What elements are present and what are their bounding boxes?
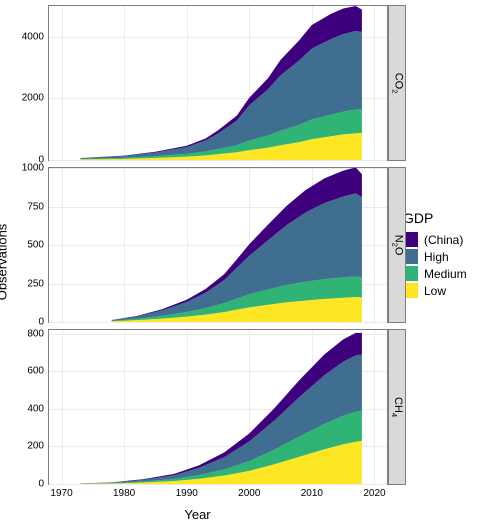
x-tick: 1980 [113,484,135,499]
y-tick: 1000 [22,163,49,174]
legend-item: Low [403,283,500,298]
area-chart [49,330,387,484]
area-chart [49,6,387,160]
y-axis-label: Observations [0,224,10,301]
legend-item: High [403,249,500,264]
area-chart [49,168,387,322]
y-tick: 400 [27,403,49,414]
panel-strip: N2O [388,167,406,323]
legend-item: Medium [403,266,500,281]
chart-area: Observations 020004000CO202505007501000N… [0,0,395,524]
x-tick: 2020 [363,484,385,499]
y-tick: 800 [27,328,49,339]
y-tick: 4000 [22,31,49,42]
x-tick: 2000 [238,484,260,499]
y-tick: 200 [27,441,49,452]
legend-item-label: (China) [424,233,463,247]
y-tick: 0 [38,479,49,490]
panel-label: CO2 [390,73,404,94]
x-axis-label: Year [184,507,210,522]
x-tick: 1970 [50,484,72,499]
panel-co2: 020004000CO2 [48,5,388,161]
panel-label: N2O [390,235,404,256]
legend-item: (China) [403,232,500,247]
panels-wrapper: 020004000CO202505007501000N2O02004006008… [48,5,388,495]
panel-n2o: 02505007501000N2O [48,167,388,323]
panel-strip: CO2 [388,5,406,161]
panel-ch4: 0200400600800CH4197019801990200020102020 [48,329,388,485]
legend-title: GDP [403,210,500,226]
x-tick: 2010 [301,484,323,499]
legend: GDP (China) High Medium Low [395,0,500,524]
y-tick: 750 [27,201,49,212]
legend-item-label: High [424,250,449,264]
legend-item-label: Low [424,284,446,298]
y-tick: 500 [27,240,49,251]
panel-strip: CH4 [388,329,406,485]
y-tick: 600 [27,366,49,377]
legend-item-label: Medium [424,267,467,281]
y-tick: 250 [27,278,49,289]
y-tick: 2000 [22,93,49,104]
y-tick: 0 [38,317,49,328]
x-tick: 1990 [176,484,198,499]
panel-label: CH4 [390,397,404,417]
chart-container: Observations 020004000CO202505007501000N… [0,0,500,524]
